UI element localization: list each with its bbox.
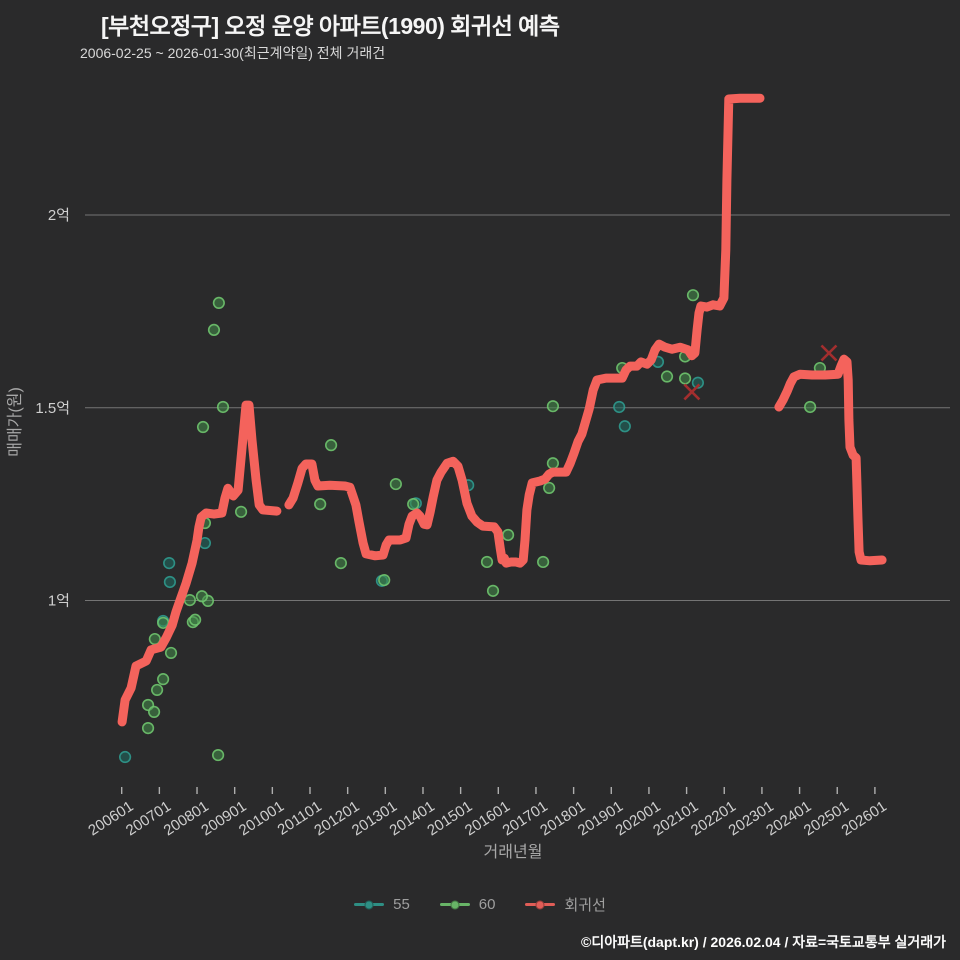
scatter-point-60 xyxy=(546,457,560,470)
scatter-point-60 xyxy=(195,590,209,603)
scatter-point-60 xyxy=(407,498,420,511)
y-axis-title: 매매가(원) xyxy=(6,387,24,457)
scatter-point-60 xyxy=(804,400,817,414)
regression-segment xyxy=(774,354,887,566)
x-axis-title: 거래년월 xyxy=(484,843,543,861)
legend-label: 회귀선 xyxy=(564,897,606,914)
scatter-point-60 xyxy=(486,584,500,597)
gridlines xyxy=(85,214,950,601)
scatter-point-60 xyxy=(660,370,674,383)
scatter-point-55 xyxy=(613,400,626,414)
scatter-point-60 xyxy=(324,439,338,452)
legend-item-60: 60 xyxy=(439,896,496,913)
y-tick-label: 2억 xyxy=(48,207,70,224)
page-title: [부천오정구] 오정 운양 아파트(1990) 회귀선 예측 xyxy=(101,13,560,39)
scatter-point-60 xyxy=(157,673,170,686)
scatter-point-60 xyxy=(216,400,230,414)
scatter-point-60 xyxy=(207,323,221,336)
y-axis-ticks: 2억 1.5억 1억 xyxy=(35,207,70,610)
scatter-point-60 xyxy=(543,481,556,495)
scatter-point-60 xyxy=(686,289,700,302)
x-axis-ticks: 2006012007012008012009012010012011012012… xyxy=(85,787,890,839)
scatter-point-60 xyxy=(501,528,515,542)
scatter-point-60 xyxy=(480,555,494,569)
regression-segment xyxy=(284,93,765,568)
scatter-point-60 xyxy=(546,400,560,413)
y-tick-label: 1억 xyxy=(48,593,70,610)
scatter-series-55 xyxy=(118,355,704,764)
scatter-point-55 xyxy=(618,420,631,433)
scatter-point-60 xyxy=(196,420,210,434)
regression-line xyxy=(117,93,887,727)
legend-marker-icon xyxy=(525,903,556,906)
x-marker xyxy=(683,383,701,401)
scatter-point-55 xyxy=(118,750,132,764)
legend-item-회귀선: 회귀선 xyxy=(525,894,606,915)
scatter-point-60 xyxy=(314,498,327,511)
legend-label: 60 xyxy=(478,896,496,913)
scatter-point-60 xyxy=(151,683,164,697)
scatter-point-60 xyxy=(378,573,391,587)
legend-marker-icon xyxy=(439,903,470,906)
y-tick-label: 1.5억 xyxy=(35,400,70,417)
scatter-point-60 xyxy=(212,748,225,762)
scatter-series-60 xyxy=(141,289,827,762)
scatter-point-60 xyxy=(164,646,178,660)
page-subtitle: 2006-02-25 ~ 2026-01-30(최근계약일) 전체 거래건 xyxy=(80,45,386,61)
copyright-source-text: ©디아파트(dapt.kr) / 2026.02.04 / 자료=국토교통부 실… xyxy=(581,934,946,950)
x-marker xyxy=(820,344,838,362)
scatter-point-60 xyxy=(212,296,225,309)
scatter-point-60 xyxy=(189,613,202,626)
scatter-point-60 xyxy=(537,555,550,569)
chart-legend: 55 60 회귀선 xyxy=(0,894,960,915)
scatter-point-60 xyxy=(147,705,161,719)
legend-marker-icon xyxy=(354,903,385,906)
legend-label: 55 xyxy=(393,896,410,913)
prediction-x-markers xyxy=(683,344,838,401)
legend-item-55: 55 xyxy=(354,896,410,913)
scatter-point-55 xyxy=(691,376,704,389)
scatter-point-60 xyxy=(234,505,248,518)
scatter-point-60 xyxy=(141,722,155,735)
scatter-point-60 xyxy=(334,557,347,570)
scatter-point-55 xyxy=(163,557,176,570)
scatter-point-60 xyxy=(678,372,692,385)
scatter-point-55 xyxy=(163,575,177,589)
regression-segment xyxy=(117,400,282,727)
scatter-point-60 xyxy=(389,477,402,491)
